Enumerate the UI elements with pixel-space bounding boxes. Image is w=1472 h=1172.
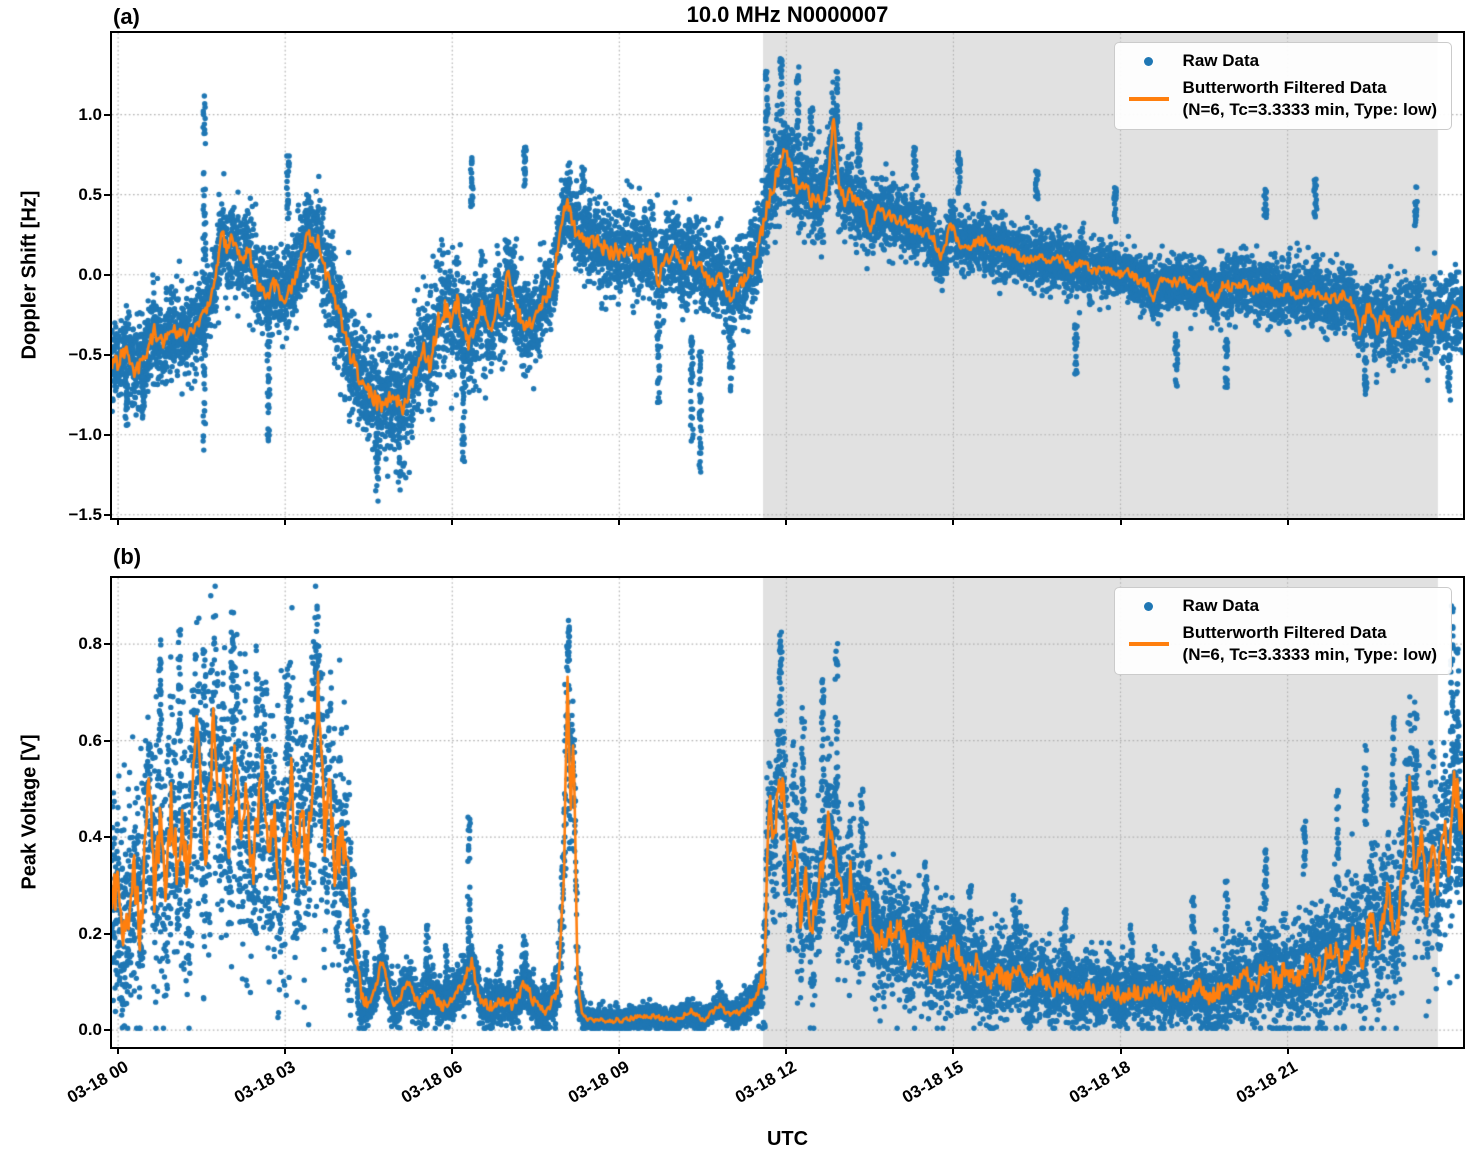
x-tick-label: 03-18 09 xyxy=(565,1057,633,1108)
legend-filtered-label: Butterworth Filtered Data (N=6, Tc=3.333… xyxy=(1183,622,1437,666)
panel-a-tag: (a) xyxy=(113,4,140,29)
x-tick-label: 03-18 06 xyxy=(398,1057,466,1108)
y-tick-label: 0.4 xyxy=(78,827,102,847)
legend-raw-label: Raw Data xyxy=(1182,596,1260,615)
x-tick-label: 03-18 15 xyxy=(899,1057,967,1108)
x-tick-label: 03-18 00 xyxy=(64,1057,132,1108)
panel-b-plot-area: Raw Data Butterworth Filtered Data (N=6,… xyxy=(112,578,1463,1047)
y-tick-label: 0.8 xyxy=(78,634,102,654)
y-tick-mark xyxy=(104,1029,112,1032)
legend-filtered-entry: Butterworth Filtered Data (N=6, Tc=3.333… xyxy=(1125,622,1437,666)
legend-raw-entry: Raw Data xyxy=(1125,595,1437,617)
y-tick-mark xyxy=(104,273,112,276)
filtered-line-icon xyxy=(1128,97,1169,101)
y-tick-mark xyxy=(104,836,112,839)
x-tick-label: 03-18 21 xyxy=(1233,1057,1302,1108)
x-tick-mark xyxy=(1286,1047,1289,1054)
y-tick-mark xyxy=(104,433,112,436)
raw-data-marker-cell xyxy=(1125,601,1173,611)
x-tick-label: 03-18 18 xyxy=(1066,1057,1135,1108)
x-tick-mark xyxy=(1119,1047,1122,1054)
raw-data-dot-icon xyxy=(1144,601,1154,611)
y-tick-label: 0.5 xyxy=(78,184,102,204)
x-tick-mark xyxy=(952,518,955,525)
x-tick-mark xyxy=(618,1047,621,1054)
raw-data-marker-cell xyxy=(1125,56,1173,66)
x-tick-mark xyxy=(117,518,120,525)
filtered-marker-cell xyxy=(1125,97,1173,101)
y-tick-mark xyxy=(104,193,112,196)
y-tick-mark xyxy=(104,113,112,116)
x-tick-mark xyxy=(284,1047,287,1054)
x-tick-mark xyxy=(1286,518,1289,525)
y-tick-label: 0.6 xyxy=(78,730,102,750)
x-tick-mark xyxy=(785,1047,788,1054)
x-tick-mark xyxy=(952,1047,955,1054)
x-tick-mark xyxy=(117,1047,120,1054)
legend-filtered-line1: Butterworth Filtered Data xyxy=(1182,78,1387,97)
x-tick-mark xyxy=(618,518,621,525)
x-tick-mark xyxy=(785,518,788,525)
panel-b-y-axis-label: Peak Voltage [V] xyxy=(18,734,41,890)
y-tick-label: −0.5 xyxy=(68,344,102,364)
y-tick-mark xyxy=(104,932,112,935)
y-tick-mark xyxy=(104,739,112,742)
x-tick-mark xyxy=(451,518,454,525)
x-tick-mark xyxy=(1119,518,1122,525)
panel-a-legend: Raw Data Butterworth Filtered Data (N=6,… xyxy=(1113,42,1452,130)
filtered-marker-cell xyxy=(1125,642,1173,646)
legend-filtered-line2: (N=6, Tc=3.3333 min, Type: low) xyxy=(1182,645,1437,664)
x-tick-mark xyxy=(451,1047,454,1054)
y-tick-mark xyxy=(104,643,112,646)
legend-filtered-line2: (N=6, Tc=3.3333 min, Type: low) xyxy=(1182,100,1437,119)
y-tick-label: 1.0 xyxy=(78,104,102,124)
y-tick-label: 0.0 xyxy=(78,264,102,284)
figure-title: 10.0 MHz N0000007 xyxy=(686,2,889,27)
legend-filtered-label: Butterworth Filtered Data (N=6, Tc=3.333… xyxy=(1183,77,1437,121)
legend-raw-entry: Raw Data xyxy=(1125,50,1437,72)
legend-filtered-entry: Butterworth Filtered Data (N=6, Tc=3.333… xyxy=(1125,77,1437,121)
panel-a-plot-area: Raw Data Butterworth Filtered Data (N=6,… xyxy=(112,33,1463,518)
y-tick-mark xyxy=(104,513,112,516)
y-tick-label: −1.0 xyxy=(68,424,102,444)
x-tick-label: 03-18 03 xyxy=(231,1057,299,1108)
panel-b-tag: (b) xyxy=(113,544,142,569)
x-axis-label: UTC xyxy=(766,1128,809,1150)
y-tick-label: 0.0 xyxy=(78,1020,102,1040)
legend-raw-label: Raw Data xyxy=(1182,51,1260,70)
x-tick-mark xyxy=(284,518,287,525)
y-tick-mark xyxy=(104,353,112,356)
legend-filtered-line1: Butterworth Filtered Data xyxy=(1182,623,1387,642)
x-tick-label: 03-18 12 xyxy=(732,1057,800,1108)
raw-data-dot-icon xyxy=(1144,56,1154,66)
panel-b-legend: Raw Data Butterworth Filtered Data (N=6,… xyxy=(1113,587,1452,675)
filtered-line-icon xyxy=(1128,642,1169,646)
y-tick-label: −1.5 xyxy=(68,504,102,524)
y-tick-label: 0.2 xyxy=(78,923,102,943)
